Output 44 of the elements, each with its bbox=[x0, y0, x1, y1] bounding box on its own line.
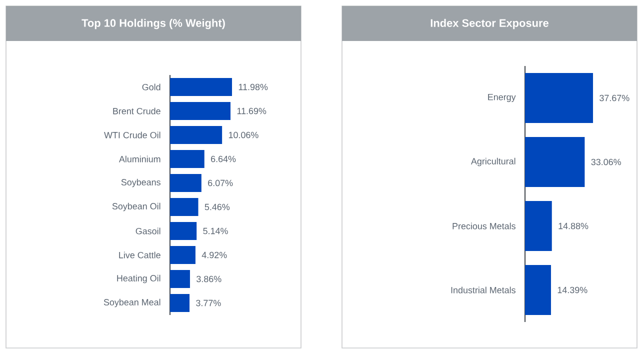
y-tick-label: Heating Oil bbox=[117, 274, 160, 284]
data-label: 33.06% bbox=[591, 158, 621, 166]
bar bbox=[170, 102, 231, 120]
bar bbox=[525, 265, 551, 315]
y-tick-label: Soybeans bbox=[121, 178, 160, 188]
bar bbox=[170, 78, 232, 96]
chart-title: Index Sector Exposure bbox=[430, 18, 548, 30]
data-label: 3.77% bbox=[196, 300, 221, 306]
bar bbox=[170, 150, 204, 168]
bar bbox=[525, 73, 594, 123]
y-tick-label: Agricultural bbox=[470, 158, 516, 166]
data-label: 11.98% bbox=[238, 84, 268, 90]
bar bbox=[525, 201, 552, 251]
bar bbox=[170, 126, 222, 144]
data-label: 5.46% bbox=[204, 204, 230, 210]
bar bbox=[170, 294, 190, 312]
y-tick-label: Brent Crude bbox=[113, 108, 160, 114]
data-label: 6.07% bbox=[208, 180, 233, 186]
y-tick-label: WTI Crude Oil bbox=[104, 132, 160, 138]
data-label: 4.92% bbox=[202, 252, 227, 258]
y-tick-label: Soybean Meal bbox=[104, 298, 160, 308]
data-label: 14.88% bbox=[558, 222, 588, 230]
data-label: 5.14% bbox=[203, 228, 228, 234]
chart-title: Top 10 Holdings (% Weight) bbox=[82, 18, 225, 30]
y-tick-label: Soybean Oil bbox=[112, 202, 160, 212]
data-label: 14.39% bbox=[558, 286, 588, 294]
y-tick-label: Gold bbox=[142, 84, 160, 90]
y-tick-label: Live Cattle bbox=[119, 252, 160, 258]
y-tick-label: Gasoil bbox=[136, 228, 160, 234]
bar bbox=[170, 270, 190, 288]
bar bbox=[525, 137, 585, 187]
data-label: 10.06% bbox=[228, 132, 258, 138]
bar bbox=[170, 174, 202, 192]
bar bbox=[170, 222, 197, 240]
data-label: 37.67% bbox=[600, 94, 630, 102]
bar bbox=[170, 246, 196, 264]
data-label: 11.69% bbox=[237, 108, 266, 114]
y-tick-label: Aluminium bbox=[118, 156, 160, 162]
y-tick-label: Energy bbox=[488, 94, 516, 102]
data-label: 3.86% bbox=[196, 276, 222, 282]
data-label: 6.64% bbox=[211, 156, 236, 162]
y-tick-label: Industrial Metals bbox=[451, 286, 516, 294]
bar bbox=[170, 198, 198, 216]
y-tick-label: Precious Metals bbox=[452, 222, 516, 230]
